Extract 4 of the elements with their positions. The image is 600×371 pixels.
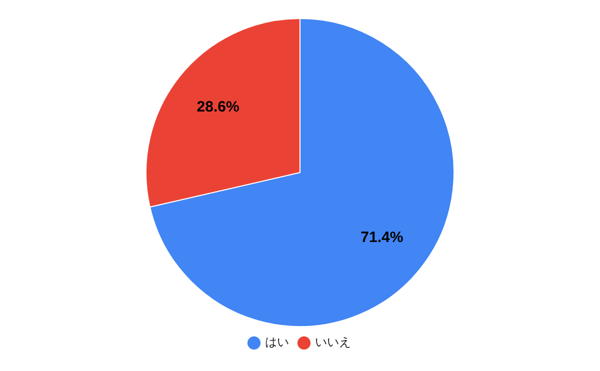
legend-label: いいえ — [315, 335, 351, 350]
legend-label: はい — [265, 335, 289, 350]
data-label: 28.6% — [196, 98, 240, 116]
data-label: 71.4% — [360, 228, 404, 246]
